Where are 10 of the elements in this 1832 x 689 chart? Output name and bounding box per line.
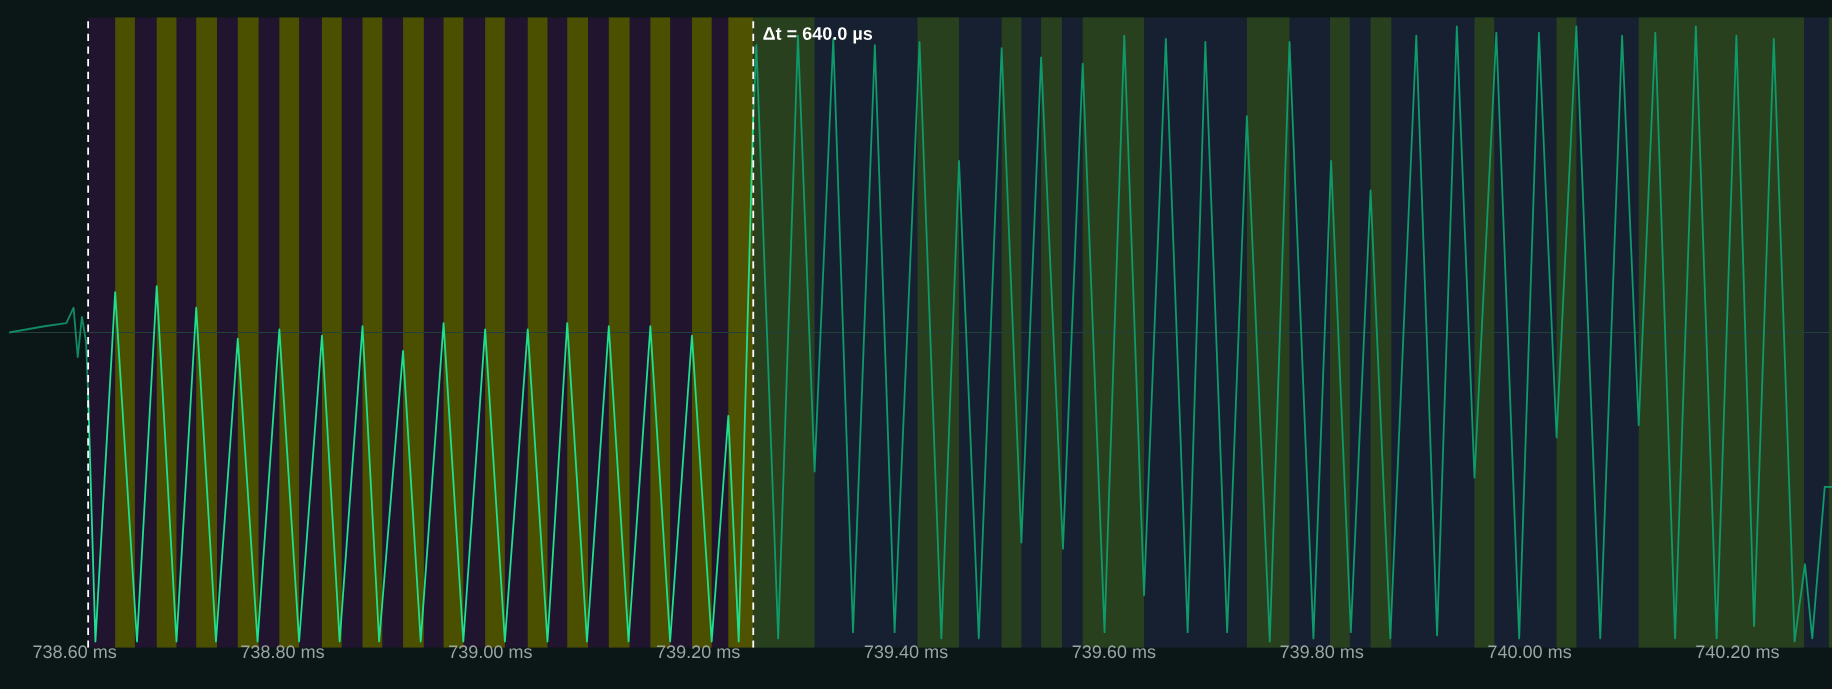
x-tick-label: 740.20 ms (1696, 645, 1779, 659)
x-tick-label: 738.60 ms (33, 645, 117, 659)
annotation: Δt = 640.0 µs (763, 27, 873, 44)
x-tick-label: 740.00 ms (1488, 645, 1572, 659)
x-tick-label: 739.40 ms (864, 645, 948, 659)
x-tick-label: 738.80 ms (241, 645, 324, 659)
x-tick-label: 739.00 ms (449, 645, 532, 659)
x-tick-label: 739.60 ms (1072, 645, 1156, 659)
x-tick-label: 739.20 ms (656, 645, 740, 659)
x-tick-label: 739.80 ms (1280, 645, 1364, 659)
